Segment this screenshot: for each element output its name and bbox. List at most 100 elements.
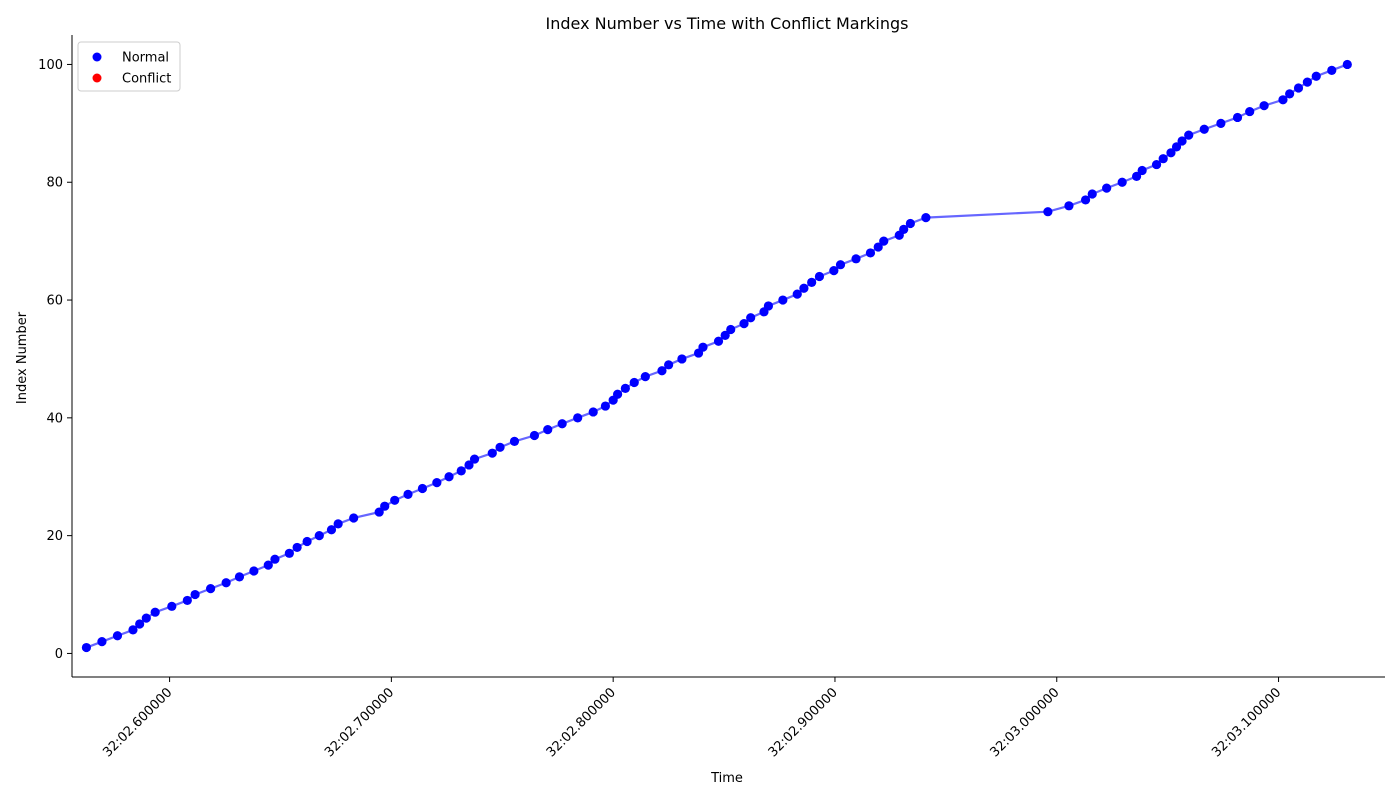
legend-label: Normal xyxy=(122,51,169,66)
data-point xyxy=(657,366,667,376)
data-point xyxy=(814,271,825,282)
data-point xyxy=(1166,148,1176,158)
data-point xyxy=(128,625,138,635)
data-point xyxy=(292,542,302,553)
data-point xyxy=(464,460,474,470)
data-point xyxy=(167,601,177,611)
data-point xyxy=(613,389,623,399)
data-point xyxy=(81,642,92,653)
data-point xyxy=(234,572,245,582)
data-point xyxy=(326,525,337,535)
data-point xyxy=(374,507,384,517)
data-point xyxy=(349,513,359,523)
data-point xyxy=(529,430,540,441)
data-point xyxy=(664,360,674,370)
data-point xyxy=(1177,136,1187,146)
data-point xyxy=(1043,207,1053,217)
data-point xyxy=(141,613,151,623)
data-point xyxy=(403,489,413,500)
data-point xyxy=(1278,95,1288,105)
data-point xyxy=(314,531,324,541)
data-point xyxy=(1311,71,1321,81)
data-point xyxy=(600,401,611,411)
data-point xyxy=(713,336,724,346)
y-tick-label: 40 xyxy=(46,411,63,426)
data-point xyxy=(1131,171,1142,181)
y-tick-label: 0 xyxy=(55,647,63,662)
data-point xyxy=(1102,183,1112,193)
legend-marker xyxy=(92,52,102,62)
data-point xyxy=(620,383,630,393)
data-point xyxy=(1199,124,1209,134)
data-point xyxy=(873,242,883,252)
chart-title: Index Number vs Time with Conflict Marki… xyxy=(546,14,909,33)
data-point xyxy=(921,212,931,223)
data-point xyxy=(1137,165,1147,176)
data-point xyxy=(829,266,839,276)
data-point xyxy=(1232,112,1243,123)
data-point xyxy=(432,478,442,488)
x-tick-label: 32:03.000000 xyxy=(987,685,1062,760)
data-point xyxy=(899,224,909,234)
data-point xyxy=(112,631,123,641)
legend-marker xyxy=(92,73,102,83)
data-point xyxy=(1216,118,1226,128)
data-point xyxy=(417,483,428,494)
data-point xyxy=(879,236,889,246)
data-point xyxy=(1302,77,1312,87)
y-tick-label: 80 xyxy=(46,176,63,191)
data-point xyxy=(270,554,280,564)
data-point xyxy=(456,466,466,476)
data-point xyxy=(380,501,390,511)
data-point xyxy=(573,413,583,423)
data-point xyxy=(746,313,756,323)
data-point xyxy=(249,566,259,576)
data-point xyxy=(1080,195,1091,205)
data-point xyxy=(792,289,802,299)
data-point xyxy=(182,595,192,606)
data-point xyxy=(1259,101,1269,111)
data-point xyxy=(835,260,846,270)
data-point xyxy=(1245,106,1255,117)
data-point xyxy=(190,589,200,600)
data-point xyxy=(150,607,160,617)
data-point xyxy=(698,342,708,352)
x-tick-label: 32:02.900000 xyxy=(766,685,841,760)
data-point xyxy=(1171,142,1182,152)
data-point xyxy=(135,619,145,629)
data-point xyxy=(263,560,273,570)
x-tick-label: 32:03.100000 xyxy=(1209,685,1284,760)
data-point xyxy=(1285,89,1295,99)
data-point xyxy=(469,454,480,464)
data-point xyxy=(799,283,809,293)
data-point xyxy=(851,254,861,264)
y-axis-label: Index Number xyxy=(15,311,30,404)
x-tick-label: 32:02.600000 xyxy=(100,685,175,760)
data-point xyxy=(487,448,497,458)
data-point xyxy=(543,425,553,435)
data-point xyxy=(640,372,650,382)
data-point xyxy=(1117,177,1127,187)
legend: Normal Conflict xyxy=(77,41,181,92)
data-point xyxy=(1293,83,1304,93)
legend-label: Conflict xyxy=(122,72,171,87)
data-point xyxy=(763,301,774,311)
plot-area xyxy=(81,59,1352,653)
x-tick-label: 32:02.800000 xyxy=(544,685,619,760)
data-point xyxy=(1064,201,1074,211)
data-point xyxy=(333,519,343,529)
data-point xyxy=(588,407,598,417)
data-point xyxy=(720,330,730,340)
data-point xyxy=(1184,130,1194,140)
y-tick-label: 60 xyxy=(46,294,63,309)
data-point xyxy=(221,578,231,588)
data-point xyxy=(509,436,520,446)
data-point xyxy=(495,442,505,452)
data-point xyxy=(905,218,915,229)
data-point xyxy=(677,354,687,364)
data-point xyxy=(1087,189,1097,199)
y-tick-label: 20 xyxy=(46,529,63,544)
x-tick-label: 32:02.700000 xyxy=(322,685,397,760)
data-point xyxy=(629,377,639,388)
